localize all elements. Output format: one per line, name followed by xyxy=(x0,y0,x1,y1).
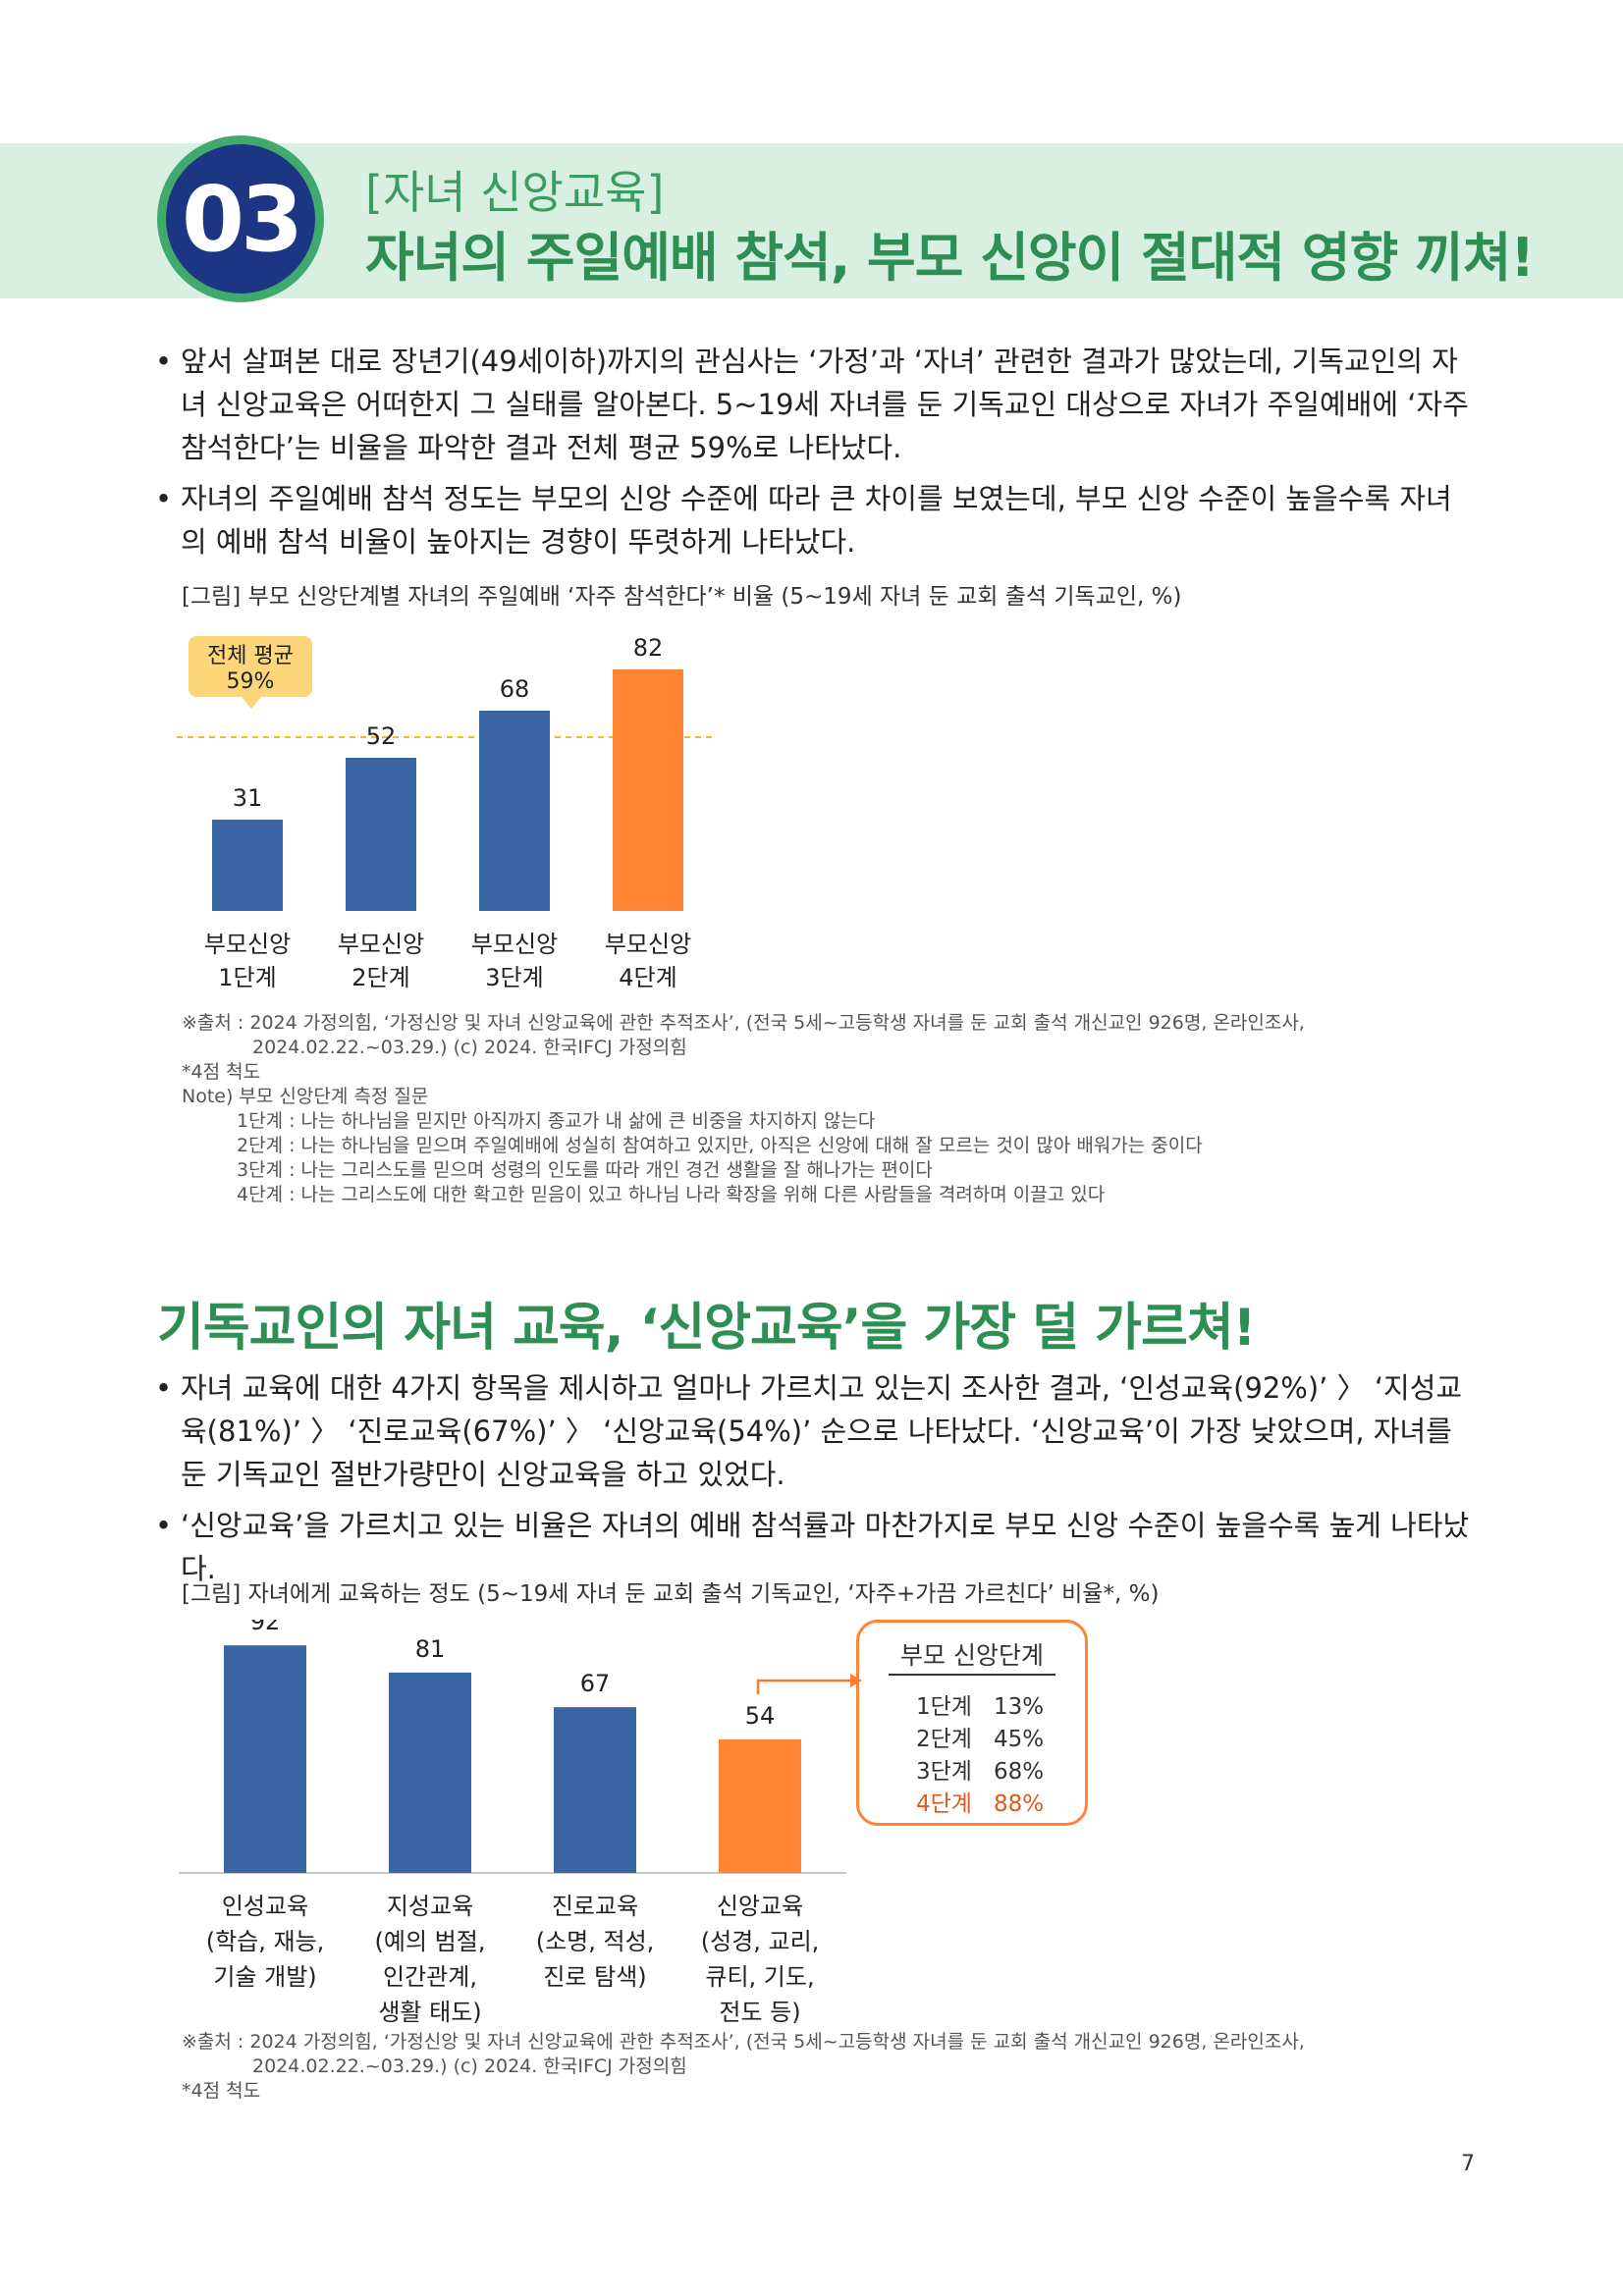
chart2-source: ※출처 : 2024 가정의힘, ‘가정신앙 및 자녀 신앙교육에 관한 추적조… xyxy=(182,2030,1305,2104)
section-number-badge: 03 xyxy=(157,135,324,302)
note-item: 4단계 : 나는 그리스도에 대한 확고한 믿음이 있고 하나님 나라 확장을 … xyxy=(237,1184,1106,1205)
bar-value-label: 54 xyxy=(745,1702,776,1730)
bar-value-label: 68 xyxy=(500,675,530,703)
section-number: 03 xyxy=(181,166,303,272)
bar-value-label: 67 xyxy=(580,1670,611,1697)
category-label: 부모신앙 xyxy=(204,931,291,958)
category-label: 부모신앙 xyxy=(338,931,424,958)
category-label: 3단계 xyxy=(485,964,543,991)
chart1-caption: [그림] 부모 신앙단계별 자녀의 주일예배 ‘자주 참석한다’* 비율 (5~… xyxy=(182,584,1182,610)
category-label: 인간관계, xyxy=(383,1963,477,1991)
category-label: 기술 개발) xyxy=(213,1963,316,1991)
callout-row: 2단계 45% xyxy=(916,1727,1045,1752)
category-label: 2단계 xyxy=(352,964,409,991)
category-label: 전도 등) xyxy=(719,1999,800,2026)
bar xyxy=(554,1707,636,1873)
note-item: 3단계 : 나는 그리스도를 믿으며 성령의 인도를 따라 개인 경건 생활을 … xyxy=(237,1159,933,1181)
bar-value-label: 52 xyxy=(366,722,397,750)
parent-faith-callout: 부모 신앙단계 1단계 13% 2단계 45% 3단계 68% 4단계 88% xyxy=(856,1620,1088,1826)
category-label: (예의 범절, xyxy=(375,1928,486,1955)
average-callout-box xyxy=(189,636,312,709)
bar-value-label: 92 xyxy=(250,1620,281,1635)
category-label: (학습, 재능, xyxy=(206,1928,325,1955)
category-label: 지성교육 xyxy=(387,1893,473,1920)
category-label: 부모신앙 xyxy=(605,931,691,958)
callout-row-highlight: 4단계 88% xyxy=(916,1791,1045,1817)
bar-value-label: 31 xyxy=(233,784,263,812)
bar-value-label: 82 xyxy=(633,634,664,662)
scale-note: *4점 척도 xyxy=(182,2080,261,2102)
header-kicker: [자녀 신앙교육] xyxy=(365,166,665,219)
bar xyxy=(212,820,283,911)
section2-bullets: 자녀 교육에 대한 4가지 항목을 제시하고 얼마나 가르치고 있는지 조사한 … xyxy=(155,1366,1473,1598)
page-number: 7 xyxy=(1461,2152,1475,2176)
bullet-paragraph: 자녀 교육에 대한 4가지 항목을 제시하고 얼마나 가르치고 있는지 조사한 … xyxy=(155,1366,1473,1496)
bar xyxy=(719,1738,801,1873)
category-label: 인성교육 xyxy=(222,1893,308,1920)
bullet-paragraph: 앞서 살펴본 대로 장년기(49세이하)까지의 관심사는 ‘가정’과 ‘자녀’ … xyxy=(155,340,1473,469)
category-label: 진로교육 xyxy=(552,1893,638,1920)
bar xyxy=(613,669,683,911)
bar xyxy=(479,711,550,911)
callout-divider xyxy=(889,1674,1055,1676)
bar xyxy=(346,758,416,911)
source-line: 2024.02.22.~03.29.) (c) 2024. 한국IFCJ 가정의… xyxy=(252,1037,687,1058)
chart1-source: ※출처 : 2024 가정의힘, ‘가정신앙 및 자녀 신앙교육에 관한 추적조… xyxy=(182,1011,1305,1207)
section2-title: 기독교인의 자녀 교육, ‘신앙교육’을 가장 덜 가르쳐! xyxy=(157,1299,1256,1358)
category-label: (소명, 적성, xyxy=(536,1928,655,1955)
source-line: ※출처 : 2024 가정의힘, ‘가정신앙 및 자녀 신앙교육에 관한 추적조… xyxy=(182,2031,1305,2053)
average-label: 전체 평균 xyxy=(207,644,294,668)
category-label: 신앙교육 xyxy=(717,1893,803,1920)
callout-title: 부모 신앙단계 xyxy=(900,1641,1044,1670)
chart2-caption: [그림] 자녀에게 교육하는 정도 (5~19세 자녀 둔 교회 출석 기독교인… xyxy=(182,1581,1160,1607)
source-line: ※출처 : 2024 가정의힘, ‘가정신앙 및 자녀 신앙교육에 관한 추적조… xyxy=(182,1012,1305,1034)
bullet-paragraph: 자녀의 주일예배 참석 정도는 부모의 신앙 수준에 따라 큰 차이를 보였는데… xyxy=(155,477,1473,563)
note-item: 2단계 : 나는 하나님을 믿으며 주일예배에 성실히 참여하고 있지만, 아직… xyxy=(237,1135,1203,1156)
page-title: 자녀의 주일예배 참석, 부모 신앙이 절대적 영향 끼쳐! xyxy=(365,227,1535,289)
bar xyxy=(224,1645,306,1873)
category-label: (성경, 교리, xyxy=(701,1928,820,1955)
category-label: 4단계 xyxy=(619,964,676,991)
category-label: 큐티, 기도, xyxy=(705,1963,814,1991)
callout-row: 1단계 13% xyxy=(916,1694,1045,1720)
category-label: 부모신앙 xyxy=(471,931,558,958)
bullet-paragraph: ‘신앙교육’을 가르치고 있는 비율은 자녀의 예배 참석률과 마찬가지로 부모… xyxy=(155,1504,1473,1590)
bar xyxy=(389,1672,471,1873)
category-label: 1단계 xyxy=(218,964,276,991)
callout-row: 3단계 68% xyxy=(916,1759,1045,1785)
note-title: Note) 부모 신앙단계 측정 질문 xyxy=(182,1086,429,1107)
section1-bullets: 앞서 살펴본 대로 장년기(49세이하)까지의 관심사는 ‘가정’과 ‘자녀’ … xyxy=(155,340,1473,571)
source-line: 2024.02.22.~03.29.) (c) 2024. 한국IFCJ 가정의… xyxy=(252,2056,687,2077)
category-label: 생활 태도) xyxy=(378,1999,481,2026)
category-label: 진로 탐색) xyxy=(543,1963,646,1991)
chart2-bar-chart: 92 인성교육 (학습, 재능, 기술 개발) 81 지성교육 (예의 범절, 인간관계, 생활… xyxy=(179,1620,846,2026)
bar-value-label: 81 xyxy=(415,1635,446,1663)
note-item: 1단계 : 나는 하나님을 믿지만 아직까지 종교가 내 삶에 큰 비중을 차지… xyxy=(237,1110,876,1132)
scale-note: *4점 척도 xyxy=(182,1061,261,1083)
average-label: 59% xyxy=(227,669,275,694)
callout-arrow xyxy=(756,1674,862,1694)
